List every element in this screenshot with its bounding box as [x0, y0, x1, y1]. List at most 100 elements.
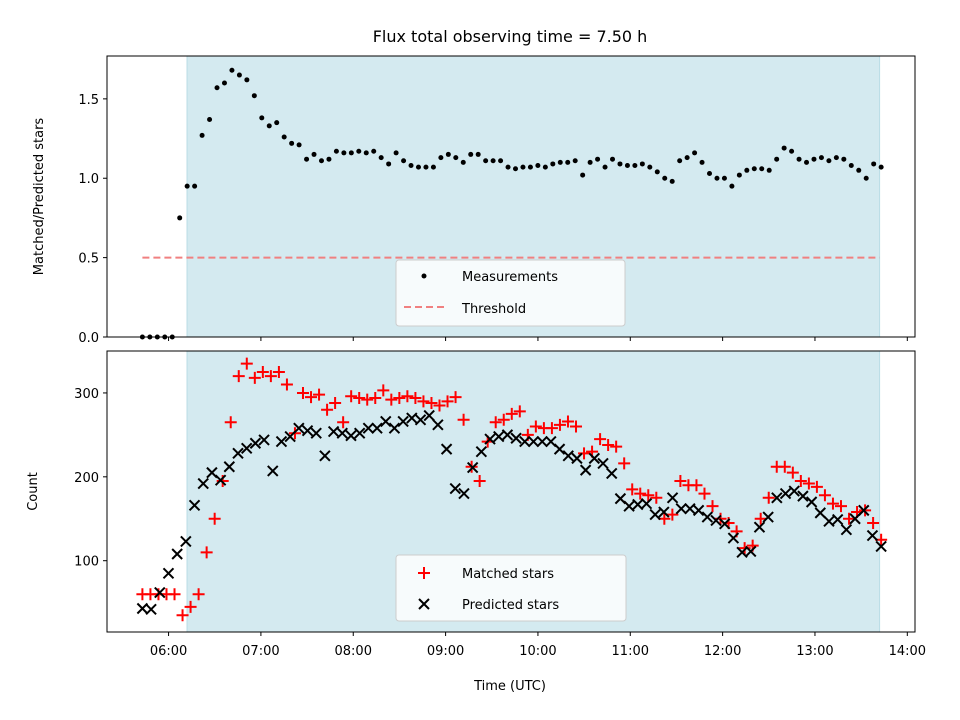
predicted-stars-point [849, 513, 861, 525]
matched-stars-point [401, 390, 414, 403]
measurement-point [669, 178, 675, 184]
measurement-point [595, 156, 601, 162]
measurement-point [192, 183, 198, 189]
predicted-stars-point [449, 482, 461, 495]
measurement-point [281, 134, 287, 140]
predicted-stars-point [240, 442, 253, 455]
measurement-point [513, 166, 519, 172]
predicted-stars-point [267, 465, 279, 477]
legend-label-threshold: Threshold [461, 302, 526, 317]
matched-stars-point [409, 391, 422, 404]
measurement-point [557, 159, 563, 165]
measurement-point [460, 159, 466, 165]
predicted-stars-point [658, 506, 670, 518]
measurement-point [378, 155, 384, 161]
measurement-point [610, 156, 616, 162]
predicted-stars-point [718, 518, 731, 530]
predicted-stars-point [579, 464, 592, 476]
y-tick-label: 1.0 [78, 172, 99, 187]
bottom-y-axis-label: Count [26, 472, 41, 511]
predicted-stars-point [823, 515, 835, 527]
matched-stars-point [505, 407, 518, 420]
measurement-point [721, 175, 727, 181]
measurement-point [774, 156, 780, 162]
predicted-stars-point [406, 412, 418, 424]
matched-stars-point [200, 546, 213, 559]
matched-stars-point [361, 393, 374, 406]
predicted-stars-point [727, 532, 740, 544]
measurement-point [818, 155, 824, 161]
predicted-stars-point [858, 504, 870, 517]
measurement-point [632, 163, 638, 169]
matched-stars-point [385, 393, 398, 406]
measurement-point [550, 161, 556, 167]
matched-stars-point [826, 497, 839, 510]
measurement-point [572, 158, 578, 164]
matched-stars-point [377, 384, 390, 397]
measurement-point [580, 172, 586, 178]
measurement-point [751, 166, 757, 172]
predicted-stars-point [353, 427, 366, 439]
matched-stars-point [610, 440, 623, 453]
predicted-stars-point [293, 422, 305, 434]
predicted-stars-point [666, 492, 679, 504]
x-tick-label: 10:00 [519, 644, 556, 659]
measurement-point [699, 159, 705, 165]
predicted-stars-point [814, 507, 827, 519]
matched-stars-point [192, 588, 205, 601]
measurement-point [602, 164, 608, 170]
predicted-stars-point [606, 467, 618, 480]
measurement-point [408, 163, 414, 169]
matched-stars-point [256, 365, 269, 378]
matched-stars-point [168, 588, 181, 601]
predicted-stars-point [162, 567, 175, 579]
measurement-point [453, 155, 459, 161]
measurement-point [639, 161, 645, 167]
predicted-stars-point [249, 437, 262, 449]
predicted-stars-point [571, 452, 583, 465]
matched-stars-point [208, 512, 221, 525]
predicted-stars-point [232, 447, 244, 460]
measurement-point [856, 167, 862, 173]
matched-stars-point [457, 413, 470, 426]
y-tick-label: 300 [74, 387, 99, 402]
top-y-axis-label: Matched/Predicted stars [32, 118, 47, 276]
measurement-point [759, 166, 765, 172]
matched-stars-point [810, 480, 823, 493]
matched-stars-point [818, 489, 831, 502]
measurement-point [535, 163, 541, 169]
matched-stars-point [305, 391, 318, 404]
predicted-stars-point [779, 487, 792, 500]
measurement-point [542, 164, 548, 170]
predicted-stars-point [458, 487, 470, 500]
predicted-stars-point [171, 548, 183, 560]
predicted-stars-point [675, 502, 687, 515]
predicted-stars-point [154, 586, 166, 599]
matched-stars-point [473, 475, 486, 488]
matched-stars-point [272, 365, 285, 378]
measurement-point [804, 159, 810, 165]
matched-stars-point [345, 390, 358, 403]
matched-stars-point [698, 487, 711, 500]
predicted-stars-point [745, 545, 757, 558]
measurement-point [587, 159, 593, 165]
matched-stars-point [867, 516, 880, 529]
measurement-point [766, 167, 772, 173]
x-tick-label: 14:00 [889, 644, 926, 659]
predicted-stars-point [536, 435, 548, 448]
matched-stars-point [762, 491, 775, 504]
predicted-stars-point [388, 422, 401, 434]
matched-stars-point [497, 413, 510, 426]
predicted-stars-point [875, 540, 887, 553]
x-axis-label: Time (UTC) [473, 679, 546, 694]
bottom-panel: 100 200 300 06:00 07:00 08:00 09:00 10:00 11:00… [26, 350, 926, 694]
measurement-point [505, 164, 511, 170]
measurement-point [878, 164, 884, 170]
measurement-point [841, 156, 847, 162]
matched-stars-point [545, 422, 558, 435]
x-tick-label: 13:00 [796, 644, 833, 659]
matched-stars-point [674, 475, 687, 488]
predicted-stars-point [310, 427, 322, 439]
predicted-stars-point [223, 461, 236, 473]
measurement-point [520, 164, 526, 170]
